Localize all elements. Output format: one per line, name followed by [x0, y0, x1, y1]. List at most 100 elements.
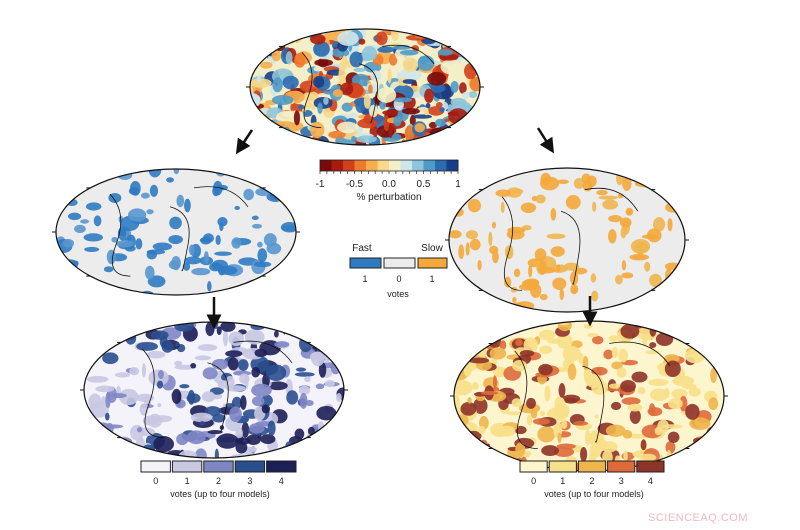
map-patch [675, 457, 681, 471]
map-patch [323, 96, 329, 105]
map-patch [467, 33, 479, 46]
map-patch [428, 136, 444, 145]
colorbar-swatch [519, 460, 548, 473]
map-patch [194, 448, 207, 458]
map-patch [414, 122, 425, 133]
map-patch [511, 398, 522, 407]
map-patch [114, 324, 129, 338]
fast-regions-map [52, 168, 300, 296]
map-patch [430, 29, 442, 33]
map-patch [153, 435, 175, 453]
map-patch [313, 140, 320, 145]
map-patch [468, 357, 490, 364]
map-patch [664, 360, 681, 378]
map-patch [293, 322, 306, 329]
map-patch [305, 322, 323, 332]
map-patch [489, 347, 507, 360]
map-patch [220, 322, 236, 332]
map-patch [461, 284, 481, 293]
map-patch [439, 139, 457, 145]
colorbar-tick-label: 0.5 [417, 179, 431, 190]
map-patch [662, 298, 683, 312]
map-patch [649, 342, 657, 348]
map-patch [254, 348, 268, 358]
map-patch [214, 448, 219, 458]
neutral-swatch [383, 257, 416, 269]
map-patch [475, 303, 488, 312]
map-patch [333, 422, 344, 434]
map-patch [306, 327, 311, 341]
map-patch [621, 260, 627, 271]
map-patch [547, 338, 564, 344]
map-patch [114, 372, 131, 378]
votes-label: votes [387, 289, 409, 299]
map-patch [702, 331, 713, 344]
map-patch [437, 49, 454, 56]
colorbar-tick-label: 2 [216, 476, 221, 486]
map-patch [491, 221, 496, 229]
map-patch [538, 363, 553, 376]
map-patch [653, 172, 664, 177]
map-patch [174, 360, 183, 366]
map-patch [500, 323, 509, 332]
map-patch [424, 88, 434, 103]
map-patch [637, 386, 646, 395]
map-patch [281, 126, 291, 140]
map-patch [280, 139, 290, 145]
map-patch [174, 322, 194, 332]
map-patch [440, 129, 454, 137]
map-patch [565, 195, 581, 210]
map-patch [710, 367, 718, 384]
map-patch [519, 349, 535, 357]
map-patch [252, 120, 261, 133]
map-patch [417, 55, 435, 71]
map-patch [592, 201, 597, 212]
map-patch [477, 321, 484, 333]
map-patch [225, 350, 243, 358]
map-patch [427, 71, 447, 86]
slow-votes-map [450, 320, 728, 472]
map-patch [431, 29, 446, 42]
map-patch [486, 328, 497, 334]
map-patch [569, 271, 579, 286]
map-patch [423, 137, 431, 142]
map-patch [457, 41, 463, 48]
map-patch [212, 413, 226, 423]
map-patch [363, 80, 368, 87]
map-patch [458, 446, 470, 457]
map-patch [86, 169, 93, 179]
map-patch [234, 205, 240, 210]
map-patch [200, 236, 212, 245]
map-patch [582, 180, 593, 192]
map-patch [118, 388, 139, 406]
map-patch [556, 333, 573, 349]
map-patch [620, 323, 640, 339]
map-patch [207, 429, 223, 435]
map-patch [486, 325, 503, 337]
map-patch [92, 329, 111, 335]
map-patch [227, 357, 239, 371]
map-patch [250, 139, 261, 145]
map-patch [304, 376, 311, 383]
colorbar-segment [446, 160, 459, 171]
map-patch [557, 432, 562, 444]
map-patch [199, 421, 205, 426]
colorbar-tick-label: 1 [455, 179, 461, 190]
map-patch [313, 97, 333, 109]
fast-value: 1 [362, 274, 367, 284]
map-patch [657, 284, 665, 293]
map-patch [602, 199, 619, 210]
map-patch [88, 393, 102, 410]
map-patch [456, 138, 478, 145]
map-patch [307, 426, 315, 436]
map-patch [619, 217, 632, 228]
map-patch [348, 112, 358, 118]
map-patch [83, 233, 104, 242]
map-patch [393, 115, 402, 127]
map-patch [480, 390, 499, 396]
map-patch [550, 207, 557, 221]
map-patch [87, 452, 95, 458]
map-patch [250, 78, 272, 88]
map-patch [653, 217, 666, 232]
map-patch [337, 121, 359, 134]
